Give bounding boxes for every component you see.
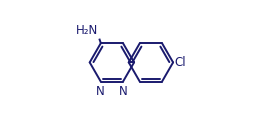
- Text: H₂N: H₂N: [76, 24, 98, 37]
- Text: N: N: [119, 85, 128, 98]
- Text: N: N: [96, 85, 105, 98]
- Text: Cl: Cl: [174, 56, 186, 69]
